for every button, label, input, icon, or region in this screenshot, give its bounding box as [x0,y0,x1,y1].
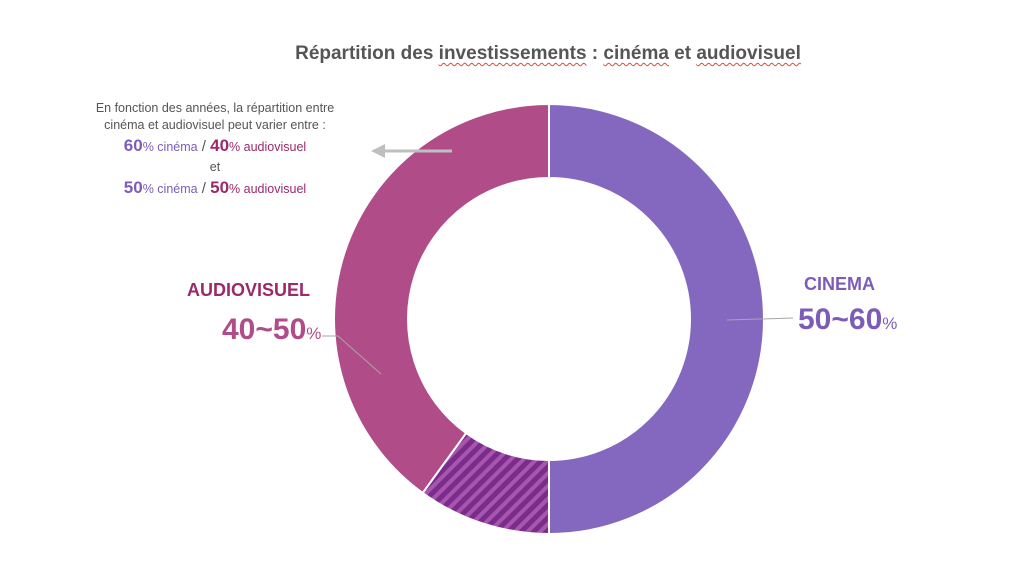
donut-slice-audiovisuel [333,102,550,495]
cinema-label: CINEMA [804,274,875,294]
title-part-4: cinéma [603,43,669,64]
title-part-6: audiovisuel [696,43,801,64]
note-arrow-head [371,144,385,158]
title-part-2: investissements [438,43,587,64]
note-option-1: 60% cinéma / 40% audiovisuel [70,134,360,159]
cinema-unit: % [882,314,898,333]
chart-title: Répartition des investissements : cinéma… [0,43,1026,65]
audiovisuel-range: 40~50 [222,313,307,346]
donut-slice-cinema [548,102,765,536]
option1-audio-pct: 40 [210,136,230,155]
cinema-range: 50~60 [798,303,883,336]
cinema-leader-line [726,317,794,321]
title-part-5: et [668,43,697,64]
audiovisuel-unit: % [306,324,322,343]
audiovisuel-value: 40~50% [222,313,321,347]
note-option-2: 50% cinéma / 50% audiovisuel [70,176,360,201]
option1-separator: / [197,138,211,155]
option1-audio-text: % audiovisuel [229,140,307,154]
note-line-1: En fonction des années, la répartition e… [95,101,335,115]
option2-separator: / [197,180,211,197]
option1-cinema-text: % cinéma [142,140,198,154]
option2-audio-pct: 50 [210,178,230,197]
audiovisuel-leader-line [322,335,382,375]
note-line-2: cinéma et audiovisuel peut varier entre … [104,118,326,132]
option2-cinema-text: % cinéma [142,182,198,196]
cinema-value: 50~60% [798,303,897,337]
option2-cinema-pct: 50 [123,178,143,197]
note-between: et [209,160,221,174]
audiovisuel-label: AUDIOVISUEL [187,280,311,300]
title-part-3: : [586,43,604,64]
option2-audio-text: % audiovisuel [229,182,307,196]
title-part-1: Répartition des [295,43,439,64]
option1-cinema-pct: 60 [123,136,143,155]
variation-note: En fonction des années, la répartition e… [70,100,360,201]
